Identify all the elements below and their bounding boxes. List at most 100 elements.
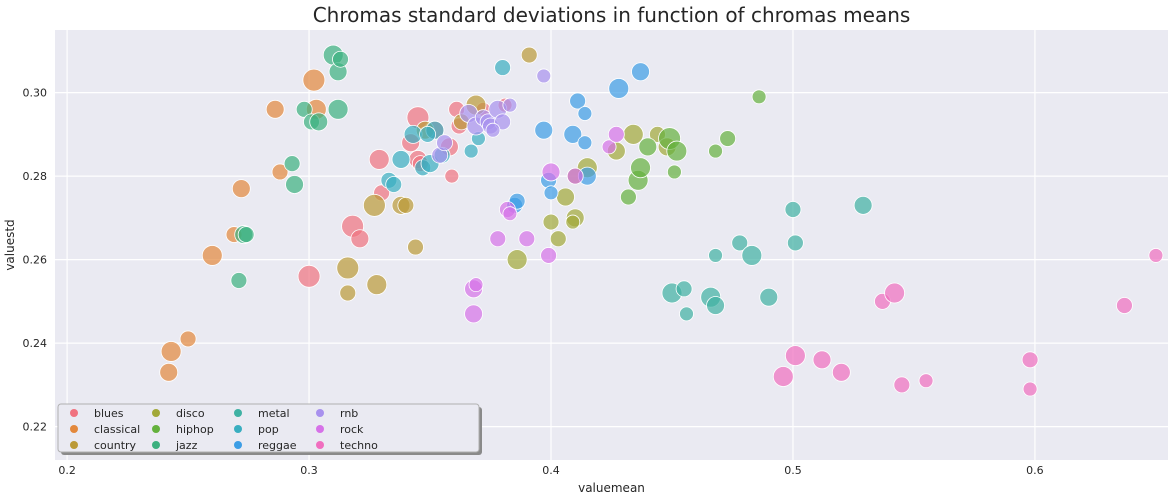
data-point-country (407, 238, 424, 256)
data-point-country (397, 196, 415, 214)
legend-label: jazz (175, 439, 198, 452)
legend: blues classical country disco hiphop jazz meta… (57, 403, 482, 455)
x-tick-label: 0.4 (542, 464, 560, 477)
data-point-blues (368, 149, 390, 170)
data-point-rock (489, 230, 507, 248)
data-point-disco (506, 249, 528, 271)
plot-area (55, 30, 1168, 460)
data-point-hiphop (630, 157, 651, 179)
data-point-metal (731, 234, 749, 252)
legend-marker (234, 441, 242, 449)
legend-marker (234, 409, 242, 417)
data-point-classical (302, 68, 326, 92)
data-point-pop (391, 150, 411, 169)
data-point-blues (444, 168, 460, 184)
legend-label: blues (94, 407, 124, 420)
legend-label: metal (258, 407, 290, 420)
data-point-metal (784, 201, 802, 218)
data-point-classical (271, 163, 289, 181)
data-point-rock (540, 247, 557, 264)
legend-marker (316, 409, 324, 417)
data-point-jazz (332, 50, 349, 68)
legend-label: techno (340, 439, 378, 452)
data-point-disco (549, 230, 567, 248)
data-point-rnb (536, 68, 552, 84)
data-point-pop (494, 59, 512, 76)
x-tick-label: 0.5 (784, 464, 802, 477)
legend-label: reggae (258, 439, 297, 452)
legend-marker (152, 409, 160, 417)
x-tick-label: 0.6 (1026, 464, 1044, 477)
data-point-techno (812, 350, 832, 370)
data-point-jazz (230, 272, 248, 289)
data-point-hiphop (708, 143, 723, 159)
legend-marker (70, 425, 78, 433)
data-point-hiphop (751, 89, 767, 105)
data-point-hiphop (719, 130, 737, 147)
data-point-techno (1022, 381, 1038, 397)
legend-label: rnb (340, 407, 358, 420)
data-point-blues (350, 229, 370, 249)
legend-marker (152, 425, 160, 433)
legend-marker (316, 441, 324, 449)
data-point-country (362, 193, 386, 217)
data-point-reggae (608, 78, 630, 99)
data-point-reggae (577, 106, 593, 121)
legend-label: classical (94, 423, 140, 436)
data-point-rnb (502, 97, 518, 113)
data-point-hiphop (620, 188, 637, 206)
data-point-hiphop (666, 140, 688, 162)
data-point-jazz (283, 155, 301, 172)
data-point-blues (297, 264, 321, 288)
data-point-metal (708, 248, 723, 263)
data-point-country (366, 274, 388, 296)
legend-marker (70, 409, 78, 417)
data-point-disco (565, 214, 581, 230)
data-point-country (336, 256, 360, 280)
data-point-hiphop (638, 137, 658, 157)
legend-label: rock (340, 423, 364, 436)
data-point-classical (201, 245, 223, 266)
data-point-country (339, 284, 357, 302)
data-point-metal (786, 234, 804, 252)
data-point-techno (1021, 351, 1039, 369)
legend-marker (316, 425, 324, 433)
data-point-pop (463, 143, 479, 159)
data-point-jazz (285, 175, 304, 194)
data-point-techno (772, 366, 794, 387)
y-tick-label: 0.28 (23, 170, 48, 183)
legend-label: disco (176, 407, 205, 420)
chart-title: Chromas standard deviations in function … (313, 3, 911, 27)
legend-label: country (94, 439, 137, 452)
legend-box (57, 403, 480, 453)
data-point-rock (607, 125, 625, 143)
x-axis-label: valuemean (578, 481, 645, 495)
data-point-techno (1148, 248, 1164, 263)
data-point-rnb (485, 122, 501, 138)
data-point-techno (893, 376, 911, 394)
data-point-classical (160, 341, 182, 362)
legend-marker (152, 441, 160, 449)
y-tick-label: 0.30 (23, 87, 48, 100)
legend-marker (234, 425, 242, 433)
axis-ticks: 0.2 0.3 0.4 0.5 0.6 0.22 0.24 0.26 0.28 0.30 (23, 87, 1044, 477)
data-point-reggae (631, 62, 650, 82)
x-tick-label: 0.3 (300, 464, 318, 477)
data-point-rock (566, 167, 584, 185)
data-point-classical (159, 362, 179, 382)
data-point-jazz (327, 98, 349, 120)
data-point-metal (759, 287, 779, 307)
data-point-rock (468, 277, 484, 293)
y-axis-label: valuestd (3, 219, 17, 270)
data-point-classical (265, 99, 285, 119)
data-point-techno (831, 362, 851, 382)
data-point-metal (706, 296, 725, 315)
data-point-reggae (543, 185, 559, 201)
data-point-pop (385, 176, 403, 193)
data-point-reggae (534, 120, 554, 140)
data-point-techno (918, 373, 934, 389)
legend-marker (70, 441, 78, 449)
legend-label: pop (258, 423, 279, 436)
data-point-classical (179, 330, 197, 348)
